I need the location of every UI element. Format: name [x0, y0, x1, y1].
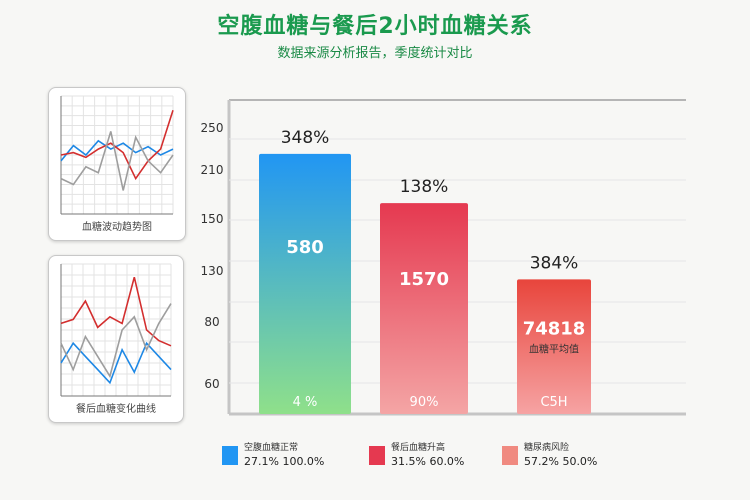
- thumbnail-plot: 餐后血糖变化曲线: [60, 263, 172, 415]
- bar: [259, 153, 351, 415]
- bar-sub-label: 血糖平均值: [529, 343, 579, 356]
- bar-value-label: 74818: [523, 319, 586, 340]
- legend-swatch: [222, 446, 238, 465]
- y-tick-label: 210: [201, 163, 224, 177]
- thumbnail-caption: 血糖波动趋势图: [82, 220, 152, 233]
- bar-value-label: 580: [286, 237, 324, 258]
- chart-subtitle: 数据来源分析报告，季度统计对比: [277, 46, 473, 61]
- bar-bottom-label: 90%: [410, 395, 439, 410]
- y-tick-label: 250: [201, 121, 224, 135]
- legend-value: 27.1% 100.0%: [244, 455, 324, 468]
- legend-swatch: [369, 446, 385, 465]
- thumbnail-series-line: [60, 303, 172, 379]
- thumbnail-series-line: [60, 139, 174, 162]
- y-tick-label: 150: [201, 212, 224, 226]
- thumbnail-series-line: [60, 341, 172, 385]
- bar-top-label: 348%: [281, 128, 330, 148]
- thumbnail-chart-2: 餐后血糖变化曲线: [48, 255, 184, 423]
- bar: [380, 203, 468, 414]
- y-tick-label: 60: [204, 377, 219, 391]
- thumbnail-chart-1: 血糖波动趋势图: [48, 87, 186, 241]
- legend-label: 餐后血糖升高: [391, 441, 445, 453]
- legend-value: 57.2% 50.0%: [524, 455, 597, 468]
- legend-label: 空腹血糖正常: [244, 441, 298, 453]
- legend-swatch: [502, 446, 518, 465]
- thumbnail-series-line: [60, 109, 174, 181]
- bar-value-label: 1570: [399, 269, 449, 290]
- legend-label: 糖尿病风险: [524, 441, 569, 453]
- bar: [517, 279, 591, 414]
- bar-top-label: 138%: [400, 177, 449, 197]
- thumbnail-plot: 血糖波动趋势图: [60, 95, 174, 233]
- thumbnail-series-line: [60, 131, 174, 191]
- bar-top-label: 384%: [530, 253, 579, 273]
- bar-bottom-label: 4 %: [293, 395, 318, 410]
- y-tick-label: 80: [204, 315, 219, 329]
- chart-title: 空腹血糖与餐后2小时血糖关系: [217, 14, 533, 39]
- legend-value: 31.5% 60.0%: [391, 455, 464, 468]
- y-tick-label: 130: [201, 264, 224, 278]
- bar-bottom-label: C5H: [540, 395, 567, 410]
- thumbnail-caption: 餐后血糖变化曲线: [76, 402, 156, 415]
